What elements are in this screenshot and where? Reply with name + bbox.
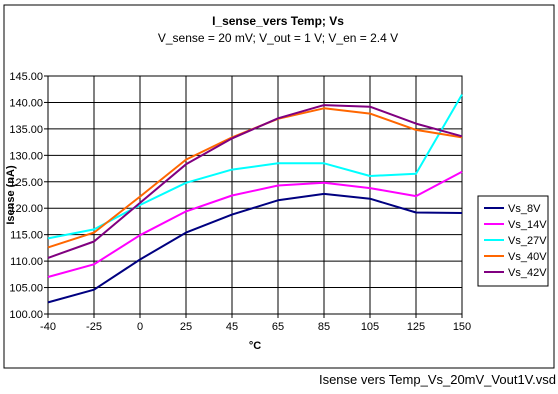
y-tick-label: 140.00	[9, 97, 43, 109]
legend-entries: Vs_8V Vs_14V Vs_27V Vs_40V Vs_42V	[484, 203, 547, 279]
file-caption: Isense vers Temp_Vs_20mV_Vout1V.vsd	[318, 372, 556, 387]
legend-label: Vs_40V	[508, 251, 547, 263]
x-tick-label: 150	[453, 321, 471, 333]
x-tick-label: 25	[180, 321, 192, 333]
legend-label: Vs_8V	[508, 203, 541, 215]
gridlines	[44, 75, 463, 318]
legend-label: Vs_14V	[508, 219, 547, 231]
legend-label: Vs_27V	[508, 235, 547, 247]
y-tick-label: 130.00	[9, 150, 43, 162]
y-tick-label: 115.00	[10, 230, 43, 242]
series-line-vs-14v	[47, 170, 463, 278]
x-axis-label: °C	[249, 340, 261, 352]
series-line-vs-42v	[47, 104, 463, 259]
x-tick-label: 0	[137, 321, 143, 333]
y-tick-label: 120.00	[9, 203, 43, 215]
series-line-vs-8v	[47, 192, 463, 304]
chart-subtitle: V_sense = 20 mV; V_out = 1 V; V_en = 2.4…	[158, 31, 398, 45]
x-tick-label: 85	[318, 321, 330, 333]
y-tick-labels: 100.00 105.00 110.00 115.00 120.00 125.00 130.…	[9, 71, 43, 321]
x-tick-labels: -40 -25 0 25 45 65 85 105 125 150	[40, 321, 471, 333]
series-line-vs-27v	[47, 93, 463, 240]
y-tick-label: 105.00	[9, 283, 43, 295]
y-tick-label: 125.00	[9, 177, 43, 189]
y-tick-label: 100.00	[9, 309, 43, 321]
legend-label: Vs_42V	[508, 267, 547, 279]
x-tick-label: 105	[361, 321, 379, 333]
series-lines	[47, 93, 463, 304]
y-tick-label: 135.00	[9, 124, 43, 136]
x-tick-label: -40	[40, 321, 56, 333]
y-tick-label: 145.00	[9, 71, 43, 83]
chart-title: I_sense_vers Temp; Vs	[212, 14, 344, 28]
x-tick-label: -25	[86, 321, 102, 333]
y-axis-label: Isense (nA)	[5, 165, 17, 225]
x-tick-label: 65	[272, 321, 284, 333]
y-tick-label: 110.00	[10, 256, 43, 268]
x-tick-label: 45	[226, 321, 238, 333]
x-tick-label: 125	[407, 321, 425, 333]
